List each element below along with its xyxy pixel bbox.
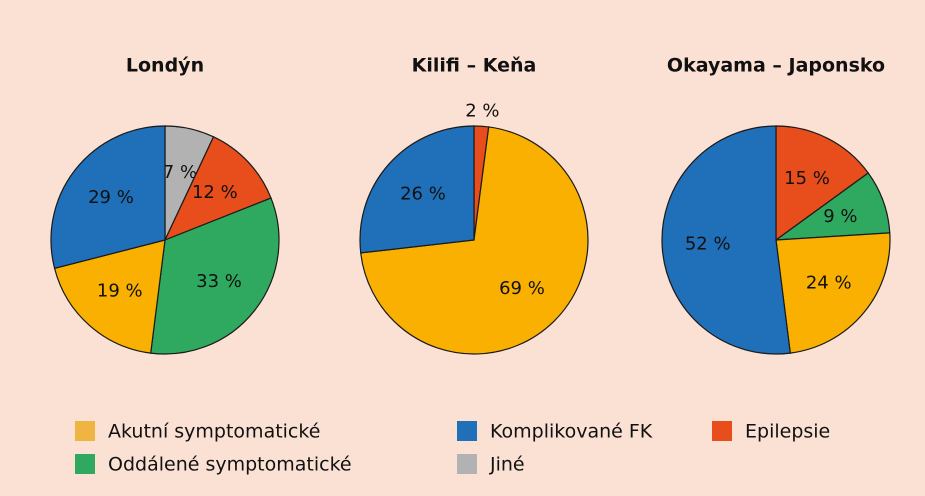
slice-label: 26 % — [400, 183, 446, 204]
slice-label: 69 % — [499, 278, 545, 299]
chart-title: Kilifi – Keňa — [412, 55, 537, 77]
pie-slice — [150, 197, 280, 355]
legend-swatch — [712, 421, 732, 441]
slice-label: 12 % — [192, 182, 238, 203]
slice-label: 19 % — [97, 280, 143, 301]
slice-label: 2 % — [465, 100, 499, 121]
slice-label: 24 % — [806, 273, 852, 294]
pie-slice — [775, 125, 870, 242]
chart-title: Londýn — [126, 55, 204, 77]
legend-label: Komplikované FK — [490, 421, 653, 443]
pie-slice — [359, 125, 475, 254]
slice-label: 9 % — [823, 206, 857, 227]
legend-swatch — [75, 421, 95, 441]
slice-label: 52 % — [685, 233, 731, 254]
chart-title: Okayama – Japonsko — [667, 55, 885, 77]
pie-slice — [775, 232, 891, 354]
pie-slice — [53, 239, 166, 354]
pie-slice — [163, 136, 272, 242]
legend-swatch — [457, 421, 477, 441]
legend-label: Oddálené symptomatické — [108, 454, 352, 476]
slice-label: 15 % — [784, 168, 830, 189]
slice-label: 29 % — [88, 187, 134, 208]
slice-label: 33 % — [196, 271, 242, 292]
legend-label: Akutní symptomatické — [108, 421, 320, 443]
legend-swatch — [457, 454, 477, 474]
legend-label: Epilepsie — [745, 421, 830, 443]
pie-slice — [661, 125, 791, 355]
legend-swatch — [75, 454, 95, 474]
slice-label: 7 % — [163, 162, 197, 183]
pie-slice — [50, 125, 166, 270]
legend-label: Jiné — [489, 454, 525, 476]
